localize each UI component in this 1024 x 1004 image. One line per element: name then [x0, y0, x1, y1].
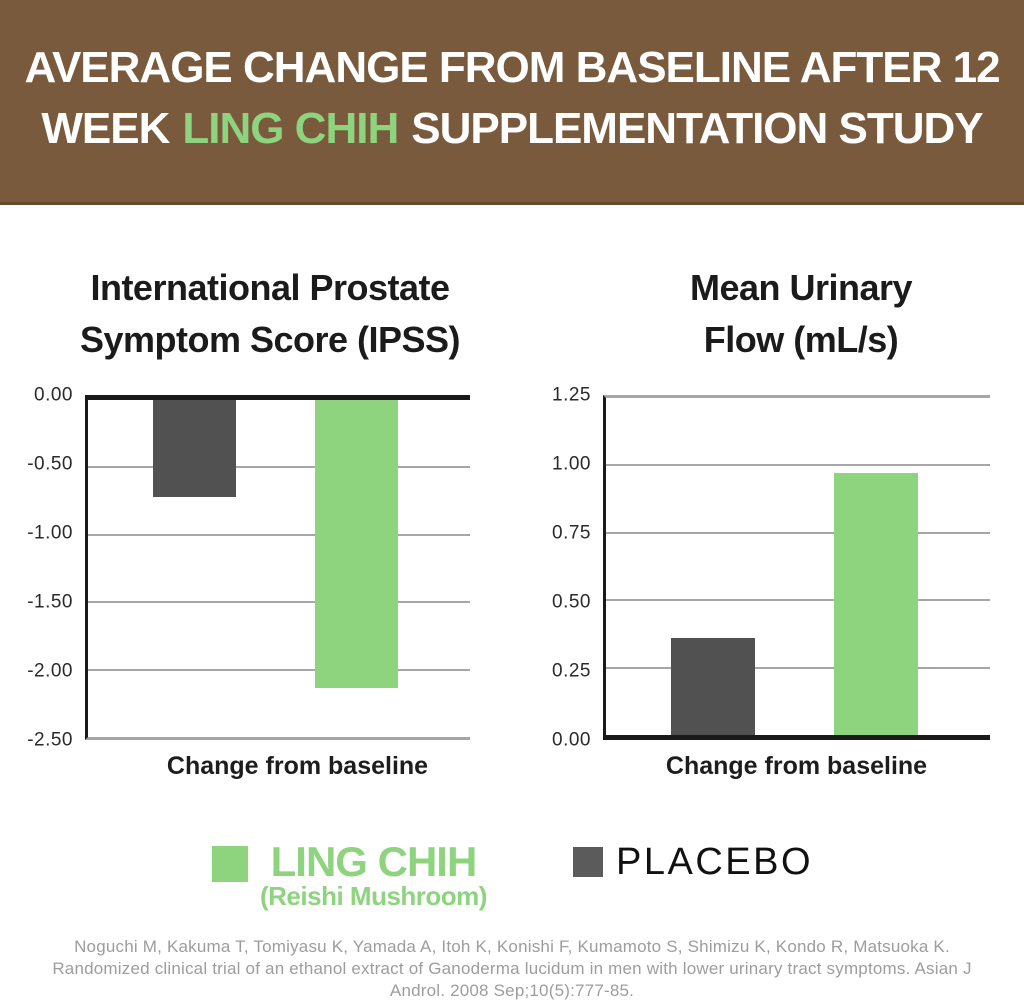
legend-ling-chih-sublabel: (Reishi Mushroom): [260, 881, 487, 911]
legend-ling-chih-label: LING CHIH: [270, 838, 478, 885]
y-axis-ipss: 0.00 -0.50 -1.00 -1.50 -2.00 -2.50: [0, 386, 73, 750]
y-tick-label: 0.75: [552, 522, 591, 544]
chart-title-ipss: International Prostate Symptom Score (IP…: [30, 262, 510, 366]
y-tick-label: 0.00: [34, 384, 73, 406]
main-title-highlight: LING CHIH: [182, 103, 399, 153]
citation-line: Noguchi M, Kakuma T, Tomiyasu K, Yamada …: [74, 937, 950, 956]
ling-chih-swatch-icon: [212, 846, 248, 882]
y-tick-label: 1.00: [552, 453, 591, 475]
grid-line: [606, 464, 990, 467]
legend-item-placebo: PLACEBO: [573, 843, 813, 881]
y-tick-label: -2.50: [27, 729, 73, 751]
bar-placebo: [152, 400, 236, 498]
main-title-prefix: WEEK: [41, 103, 170, 153]
y-tick-label: -2.00: [27, 660, 73, 682]
y-tick-label: -1.50: [27, 591, 73, 613]
bar-ling-chih: [315, 400, 399, 689]
y-tick-label: 1.25: [552, 384, 591, 406]
plot-area-ipss: [85, 395, 470, 740]
plot-area-flow: [603, 395, 990, 740]
main-title-line-1: AVERAGE CHANGE FROM BASELINE AFTER 12: [24, 42, 1000, 92]
y-tick-label: -0.50: [27, 453, 73, 475]
bar-ling-chih: [834, 473, 918, 735]
grid-line: [88, 601, 470, 604]
chart-title-line: Symptom Score (IPSS): [79, 319, 461, 360]
bar-placebo: [671, 637, 755, 735]
y-tick-label: 0.50: [552, 591, 591, 613]
x-axis-label-ipss: Change from baseline: [166, 752, 429, 780]
grid-line: [606, 599, 990, 602]
citation: Noguchi M, Kakuma T, Tomiyasu K, Yamada …: [0, 936, 1024, 1002]
y-tick-label: 0.25: [552, 660, 591, 682]
citation-line: Randomized clinical trial of an ethanol …: [52, 959, 972, 978]
main-title-line-2: WEEK LING CHIH SUPPLEMENTATION STUDY: [41, 103, 983, 153]
y-tick-label: -1.00: [27, 522, 73, 544]
grid-line: [606, 531, 990, 534]
grid-line: [88, 533, 470, 536]
grid-line: [88, 668, 470, 671]
placebo-swatch-icon: [573, 847, 603, 877]
chart-title-flow: Mean Urinary Flow (mL/s): [561, 262, 1024, 366]
main-title-suffix: SUPPLEMENTATION STUDY: [411, 103, 983, 153]
chart-title-line: Flow (mL/s): [703, 319, 899, 360]
chart-title-line: International Prostate: [90, 267, 450, 308]
citation-line: Androl. 2008 Sep;10(5):777-85.: [389, 981, 635, 1000]
y-axis-flow: 1.25 1.00 0.75 0.50 0.25 0.00: [518, 386, 591, 750]
legend-placebo-label: PLACEBO: [616, 841, 814, 883]
grid-line: [606, 666, 990, 669]
legend-ling-chih-text: LING CHIH (Reishi Mushroom): [260, 838, 487, 912]
grid-line: [88, 466, 470, 469]
y-tick-label: 0.00: [552, 729, 591, 751]
x-axis-label-flow: Change from baseline: [665, 752, 928, 780]
chart-title-line: Mean Urinary: [689, 267, 913, 308]
main-title-text: AVERAGE CHANGE FROM BASELINE AFTER 12: [24, 42, 1000, 92]
legend-item-ling-chih: LING CHIH (Reishi Mushroom): [212, 838, 487, 912]
header-banner: AVERAGE CHANGE FROM BASELINE AFTER 12 WE…: [0, 0, 1024, 205]
